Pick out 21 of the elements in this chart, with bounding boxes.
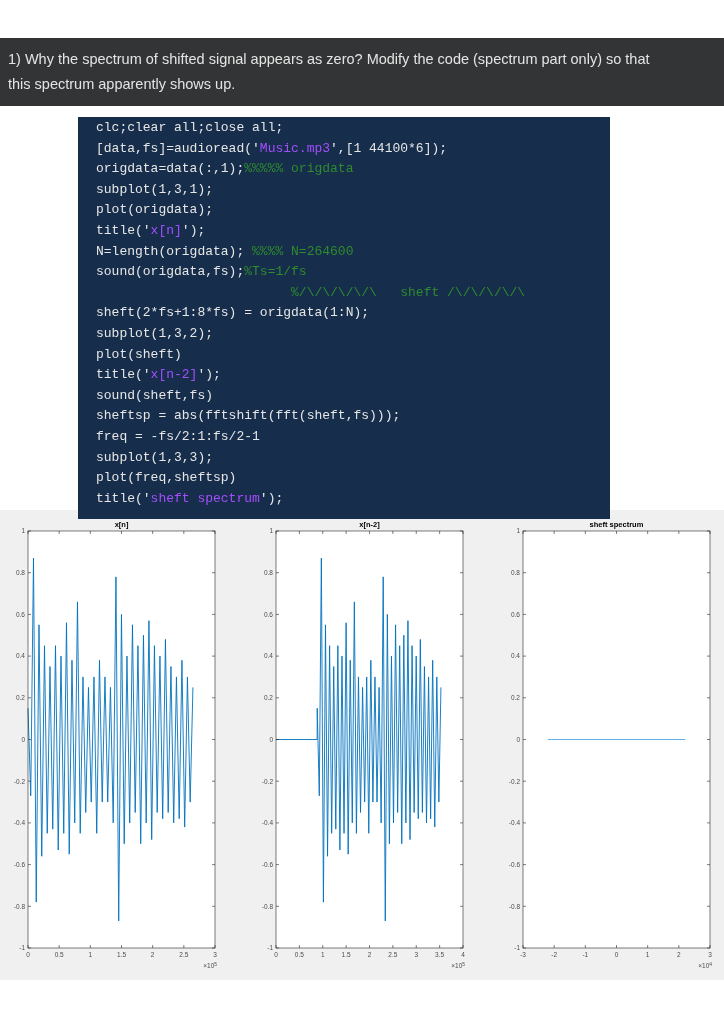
text: subplot(1,3,2); <box>96 326 214 341</box>
text: 1) Why the spectrum of shifted signal appears as zero? Modify the code (spectrum part only) so that this spectrum apparently shows up. <box>8 51 650 92</box>
text: plot(origdata); <box>96 202 214 218</box>
text: subplot(1,3,3); <box>96 449 214 465</box>
text: title('sheft spectrum'); <box>96 490 284 506</box>
text: plot(sheft) <box>96 346 182 362</box>
text: origdata=data(:,1);%%%%% origdata <box>96 161 354 177</box>
text: freq = -fs/2:1:fs/2-1 <box>96 429 261 444</box>
text: plot(freq,sheftsp) <box>96 470 237 486</box>
text: subplot(1,3,1); <box>96 181 214 197</box>
text: title('x[n]'); <box>96 223 206 238</box>
text: sound(sheft,fs) <box>96 387 214 403</box>
text: sheftsp = abs(fftshift(fft(sheft,fs))); <box>96 408 401 424</box>
text: clc;clear all;close all; <box>96 120 284 135</box>
text: sound(origdata,fs);%Ts=1/fs <box>96 264 307 280</box>
line-series <box>27 557 194 922</box>
text: sheft(2*fs+1:8*fs) = origdata(1:N); <box>96 305 370 321</box>
text: title('x[n-2]'); <box>96 367 221 383</box>
text: N=length(origdata); %%%% N=264600 <box>96 243 354 259</box>
text: [data,fs]=audioread('Music.mp3',[1 44100*6]); <box>96 140 448 156</box>
text: %/\/\/\/\/\ sheft /\/\/\/\/\ <box>291 284 526 300</box>
